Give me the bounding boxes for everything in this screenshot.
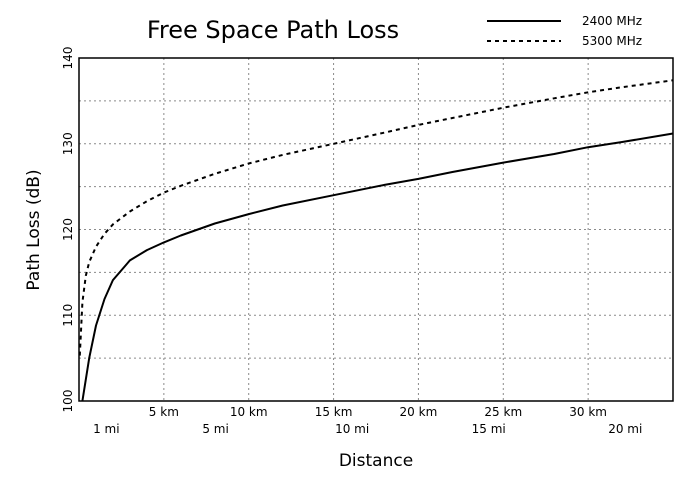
x-tick-label-mi: 10 mi <box>335 422 369 436</box>
y-tick-label: 110 <box>61 304 75 327</box>
x-tick-label-mi: 15 mi <box>472 422 506 436</box>
x-tick-label-mi: 1 mi <box>93 422 119 436</box>
series-line-2400 <box>81 132 674 402</box>
series-line-5300 <box>78 79 674 356</box>
chart-title: Free Space Path Loss <box>147 16 399 44</box>
x-tick-label-km: 10 km <box>230 405 268 419</box>
plot-frame <box>78 57 674 402</box>
y-tick-label: 100 <box>61 390 75 413</box>
grid <box>79 58 673 401</box>
x-tick-label-mi: 20 mi <box>608 422 642 436</box>
x-tick-label-km: 5 km <box>149 405 179 419</box>
y-tick-label: 140 <box>61 47 75 70</box>
y-tick-label: 120 <box>61 218 75 241</box>
series-layer <box>78 79 674 402</box>
legend: 2400 MHz 5300 MHz <box>487 14 642 48</box>
y-tick-label: 130 <box>61 132 75 155</box>
x-axis-label: Distance <box>339 451 413 471</box>
legend-label-5300: 5300 MHz <box>582 34 642 48</box>
x-tick-label-km: 25 km <box>484 405 522 419</box>
x-tick-label-km: 30 km <box>569 405 607 419</box>
legend-label-2400: 2400 MHz <box>582 14 642 28</box>
y-axis-label: Path Loss (dB) <box>24 169 44 290</box>
y-tick-labels: 100 110 120 130 140 <box>61 47 75 413</box>
x-tick-labels-km: 5 km 10 km 15 km 20 km 25 km 30 km <box>149 405 607 419</box>
x-tick-label-km: 20 km <box>400 405 438 419</box>
x-tick-label-mi: 5 mi <box>202 422 228 436</box>
x-tick-labels-mi: 1 mi 5 mi 10 mi 15 mi 20 mi <box>93 422 642 436</box>
x-tick-label-km: 15 km <box>315 405 353 419</box>
